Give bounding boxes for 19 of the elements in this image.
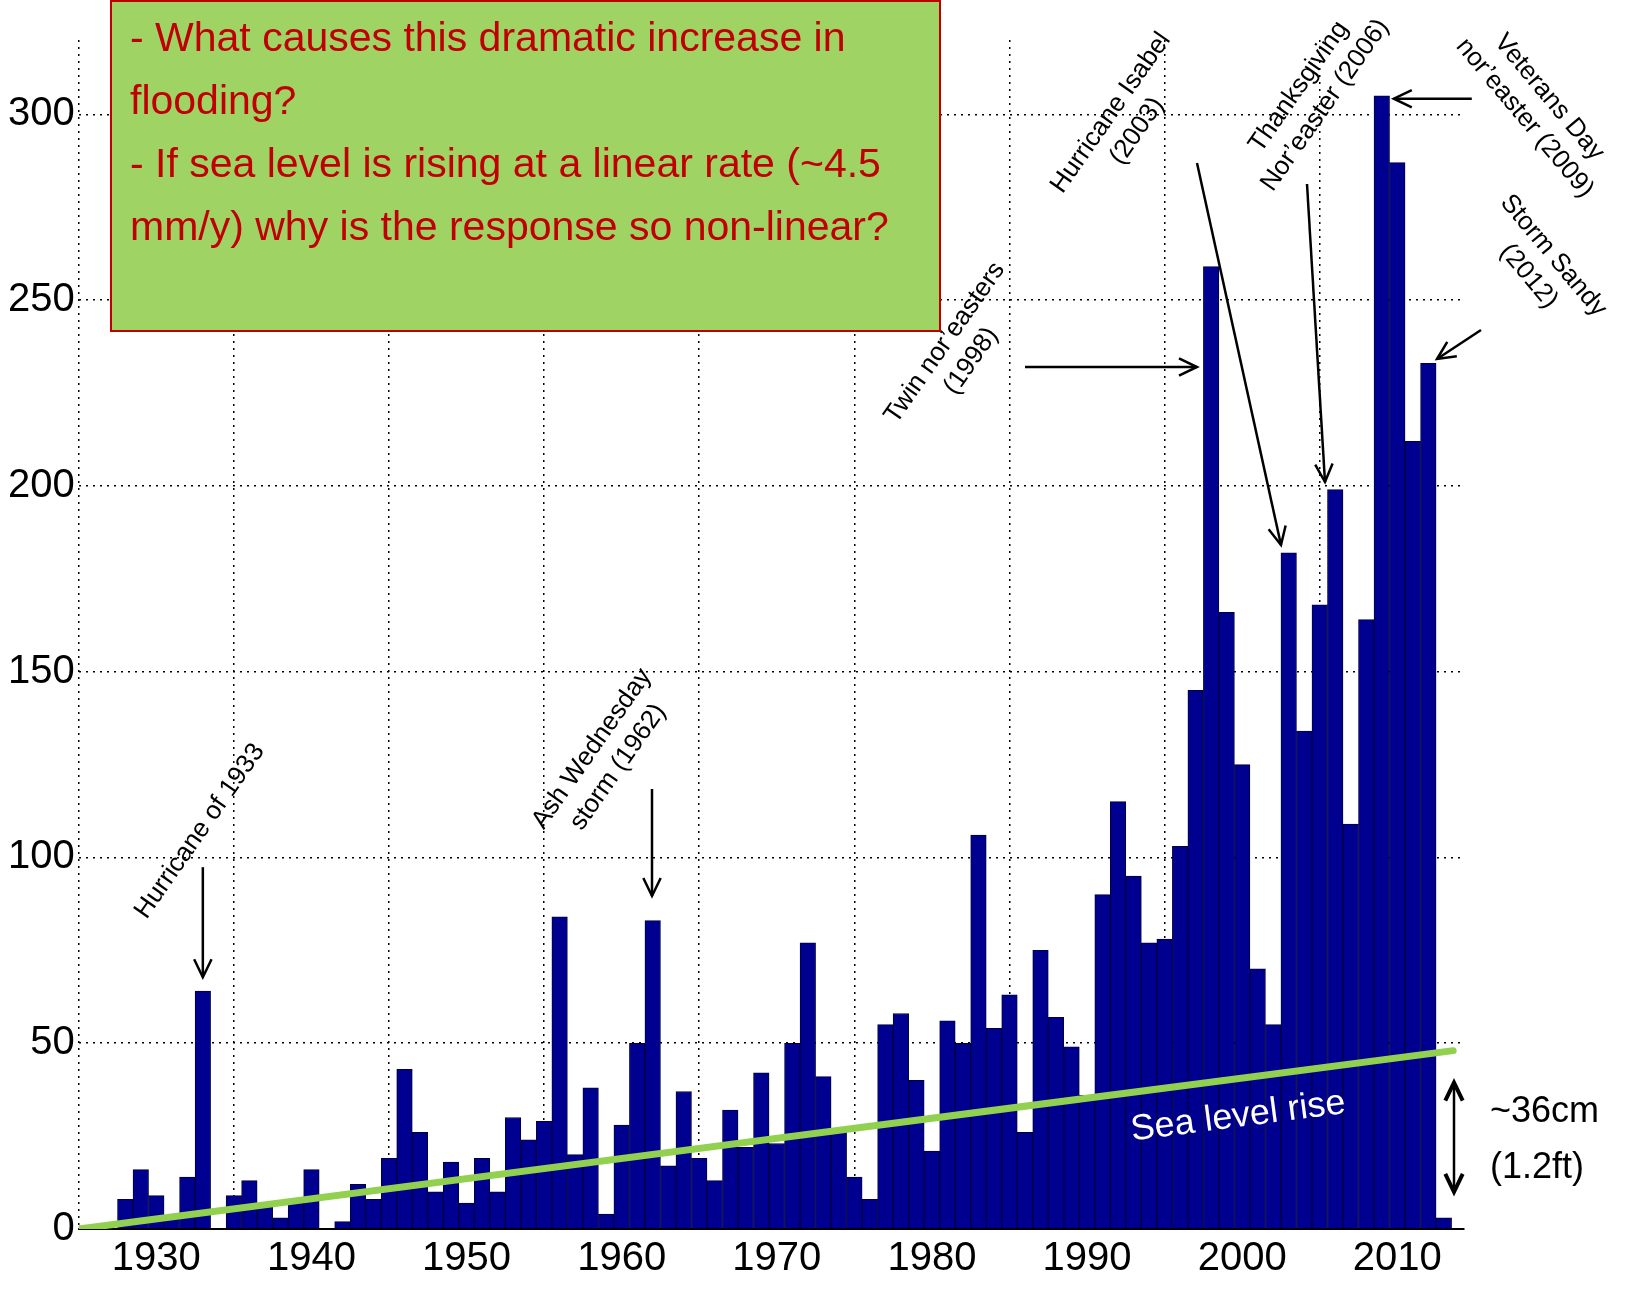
- x-tick-label: 1970: [732, 1234, 822, 1279]
- y-tick-label: 50: [30, 1018, 75, 1063]
- y-tick-label: 0: [52, 1204, 75, 1249]
- x-tick-label: 1960: [577, 1234, 667, 1279]
- annotation: - What causes this dramatic increase in flooding? - If sea level is rising at a linear rate (~4.5 mm/y) why is the response so non-linear?: [130, 14, 889, 249]
- y-tick-label: 250: [7, 275, 75, 320]
- y-tick-label: 100: [7, 832, 75, 877]
- x-tick-label: 1930: [111, 1234, 201, 1279]
- y-tick-label: 300: [7, 89, 75, 134]
- y-tick-label: 150: [7, 646, 75, 691]
- x-tick-label: 1990: [1042, 1234, 1132, 1279]
- x-tick-label: 2010: [1352, 1234, 1442, 1279]
- x-tick-label: 1980: [887, 1234, 977, 1279]
- x-tick-label: 1950: [422, 1234, 512, 1279]
- y-tick-label: 200: [7, 460, 75, 505]
- x-tick-label: 2000: [1197, 1234, 1287, 1279]
- x-tick-label: 1940: [266, 1234, 356, 1279]
- text: Sea level rise: [1128, 1080, 1348, 1149]
- text: ~36cm (1.2ft): [1490, 1088, 1600, 1186]
